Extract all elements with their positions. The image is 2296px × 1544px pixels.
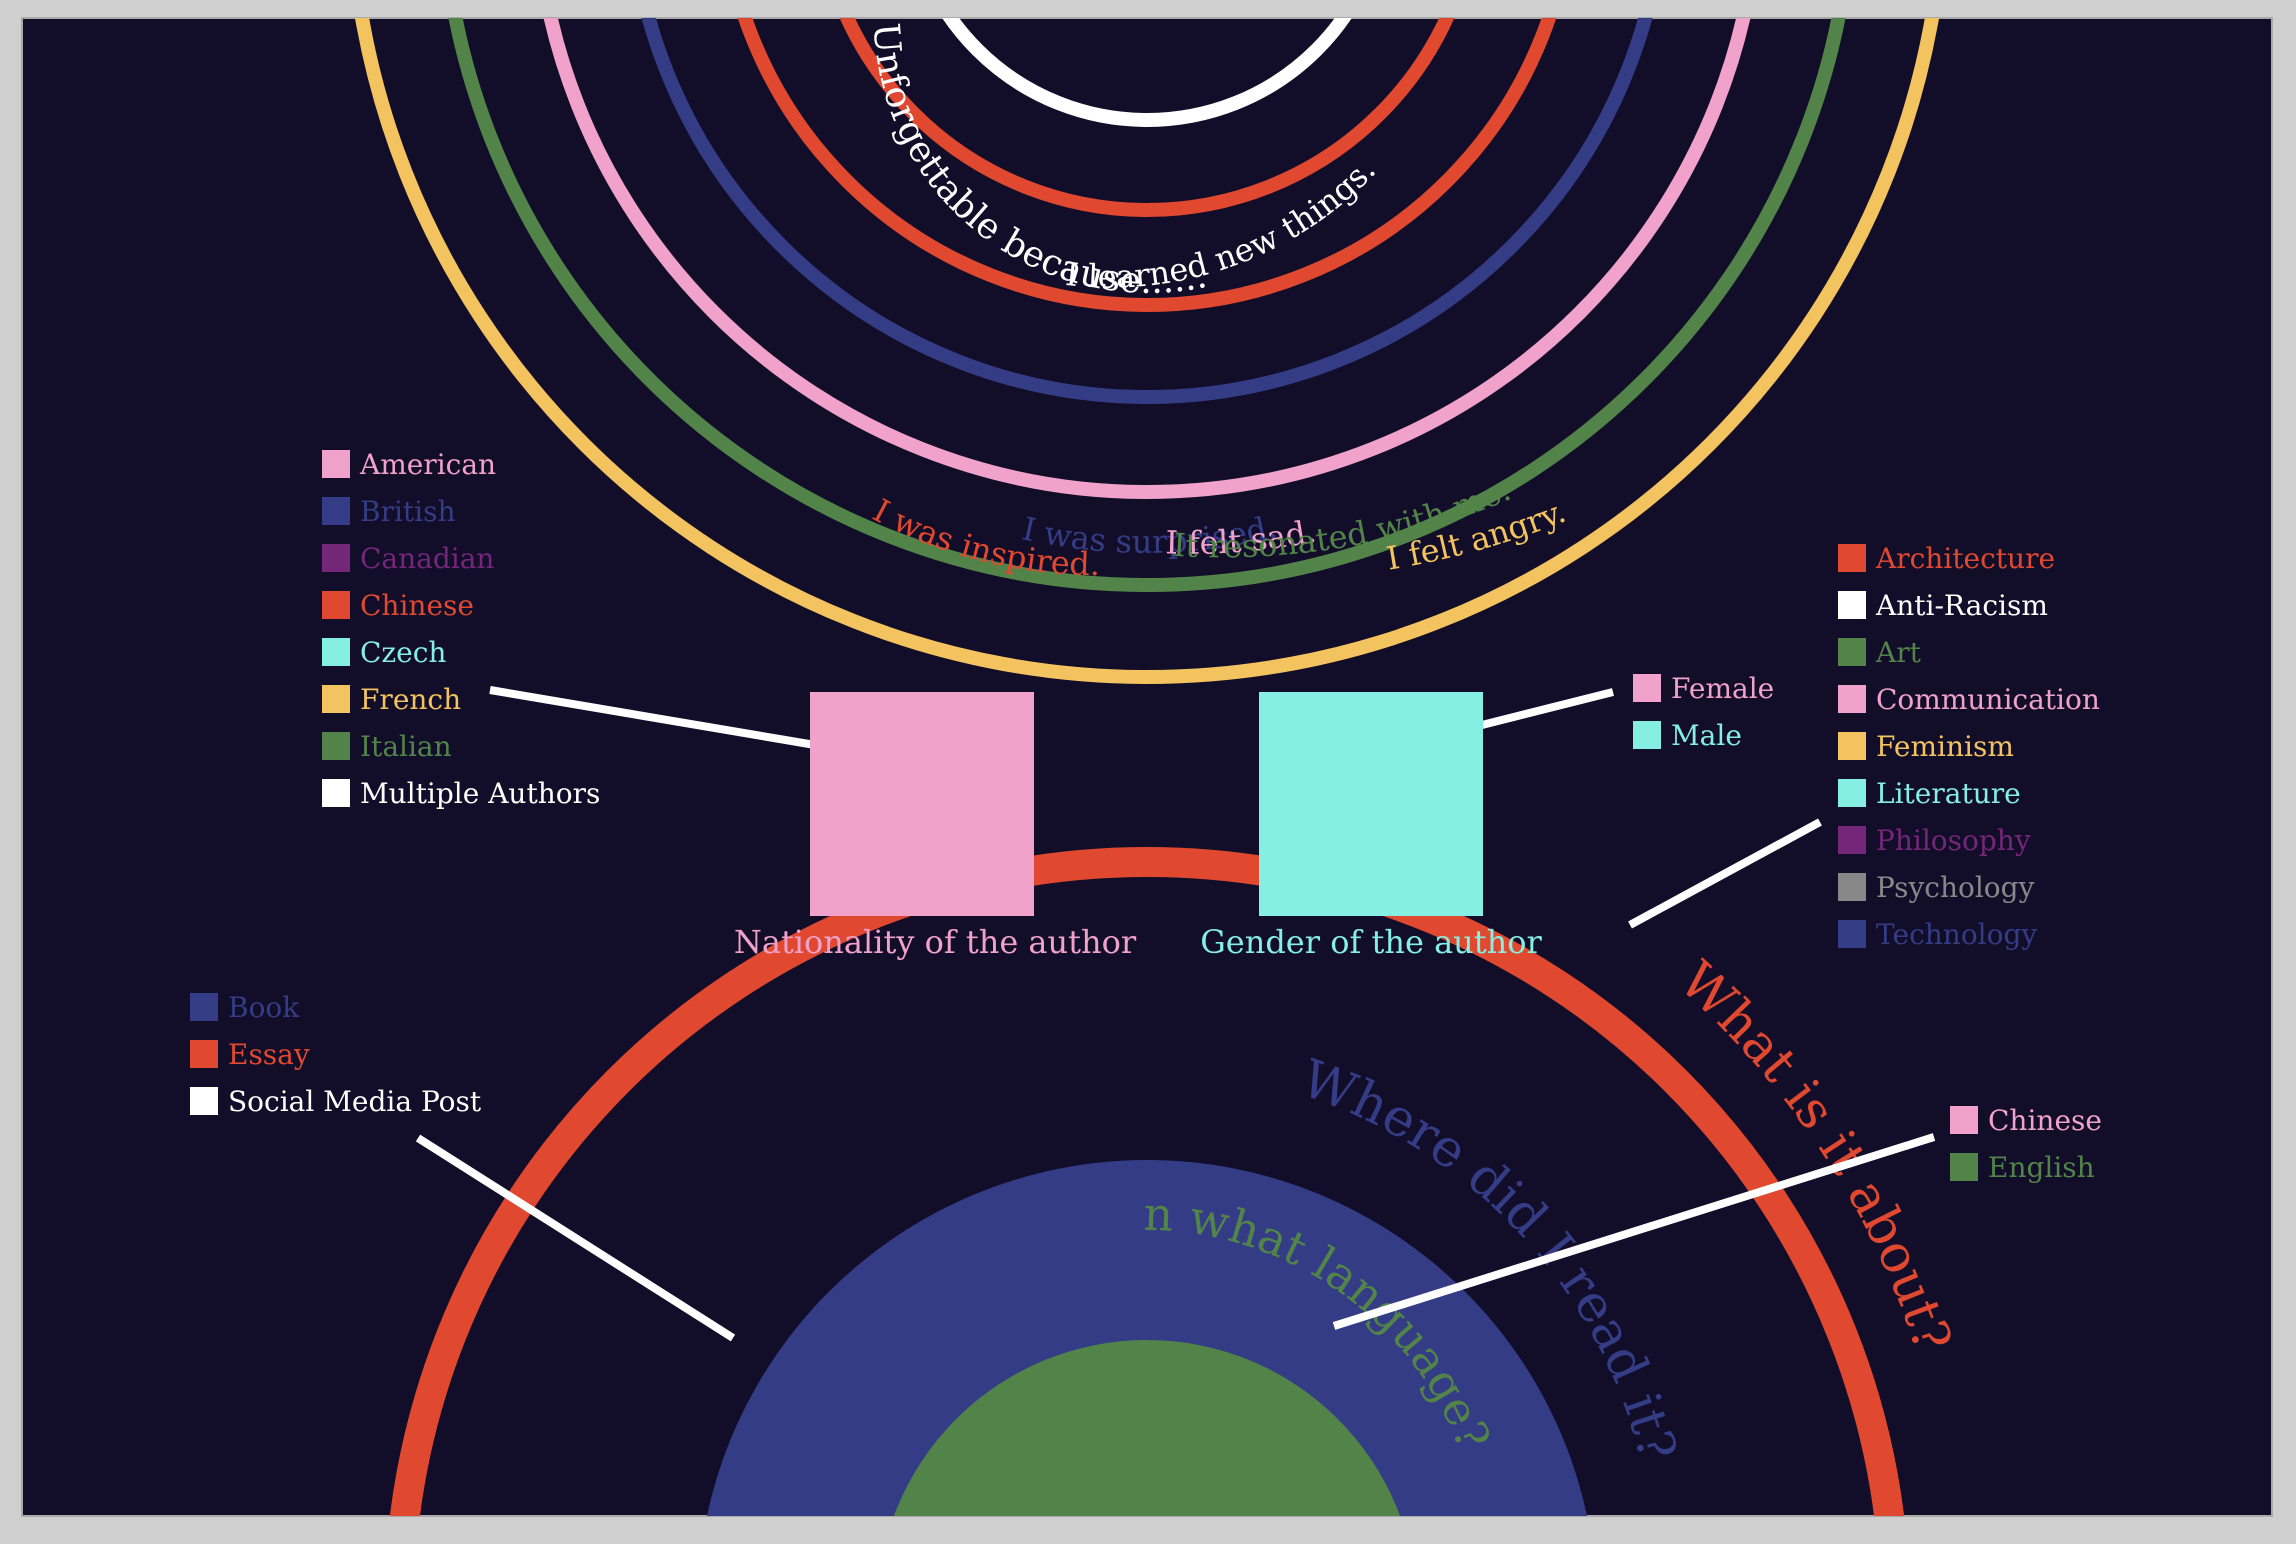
nationality-legend-swatch-3: [322, 591, 350, 619]
language-legend: Chinese English: [1950, 1104, 2102, 1184]
gender-legend-swatch-1: [1633, 721, 1661, 749]
medium-connector: [415, 1134, 736, 1342]
medium-legend-label-1: Essay: [228, 1038, 310, 1071]
language-legend-swatch-0: [1950, 1106, 1978, 1134]
topic-connector: [1628, 818, 1822, 929]
gender-connector: [1481, 688, 1614, 729]
ring-learned: [839, 18, 1455, 217]
nationality-legend-swatch-4: [322, 638, 350, 666]
topic-legend-label-8: Technology: [1876, 918, 2037, 951]
nationality-legend-label-3: Chinese: [360, 589, 474, 622]
topic-legend-label-6: Philosophy: [1876, 824, 2031, 857]
topic-legend-swatch-8: [1838, 920, 1866, 948]
topic-legend-swatch-7: [1838, 873, 1866, 901]
nationality-legend-label-1: British: [360, 495, 456, 528]
medium-legend: Book Essay Social Media Post: [190, 991, 482, 1118]
topic-legend-swatch-6: [1838, 826, 1866, 854]
topic-legend-label-7: Psychology: [1876, 871, 2035, 904]
topic-legend-label-4: Feminism: [1876, 730, 2014, 763]
nationality-legend-swatch-7: [322, 779, 350, 807]
nationality-legend-swatch-5: [322, 685, 350, 713]
topic-legend-label-0: Architecture: [1875, 542, 2055, 575]
nationality-connector: [489, 686, 816, 749]
gender-legend-label-0: Female: [1671, 672, 1774, 705]
topic-legend-label-1: Anti-Racism: [1875, 589, 2048, 622]
nationality-legend-swatch-6: [322, 732, 350, 760]
ring-inspired: [737, 18, 1557, 312]
topic-legend-swatch-5: [1838, 779, 1866, 807]
ring-felt-sad: [543, 18, 1751, 499]
topic-legend-label-3: Communication: [1876, 683, 2100, 716]
language-legend-label-0: Chinese: [1988, 1104, 2102, 1137]
nationality-legend-label-2: Canadian: [360, 542, 494, 575]
topic-ring: [389, 847, 1905, 1516]
language-semicircle: [893, 1340, 1401, 1516]
bottom-semicircles: [389, 847, 1905, 1516]
ring-felt-angry: [354, 18, 1940, 684]
topic-legend-swatch-1: [1838, 591, 1866, 619]
nationality-legend-label-7: Multiple Authors: [360, 777, 600, 810]
gender-square: [1259, 692, 1483, 916]
connector-lines: [415, 686, 1936, 1342]
medium-legend-label-0: Book: [228, 991, 300, 1024]
nationality-legend-label-6: Italian: [360, 730, 452, 763]
topic-legend-swatch-2: [1838, 638, 1866, 666]
nationality-legend-swatch-2: [322, 544, 350, 572]
topic-legend-label-2: Art: [1875, 636, 1922, 669]
gender-legend-label-1: Male: [1671, 719, 1742, 752]
nationality-title: Nationality of the author: [734, 923, 1137, 961]
medium-semicircle: [707, 1160, 1587, 1516]
medium-legend-swatch-2: [190, 1087, 218, 1115]
topic-legend-swatch-3: [1838, 685, 1866, 713]
topic-legend-swatch-4: [1838, 732, 1866, 760]
gender-legend-swatch-0: [1633, 674, 1661, 702]
medium-legend-swatch-0: [190, 993, 218, 1021]
nationality-square: [810, 692, 1034, 916]
topic-legend-swatch-0: [1838, 544, 1866, 572]
ring-resonated: [448, 18, 1846, 592]
gender-legend: Female Male: [1633, 672, 1774, 752]
nationality-legend-label-5: French: [360, 683, 461, 716]
topic-legend-label-5: Literature: [1876, 777, 2021, 810]
medium-legend-label-2: Social Media Post: [228, 1085, 482, 1118]
emotion-rings: [354, 18, 1940, 684]
nationality-legend: American British Canadian Chinese Czech Frenc…: [322, 448, 600, 810]
nationality-legend-label-0: American: [359, 448, 496, 481]
medium-legend-swatch-1: [190, 1040, 218, 1068]
language-connector: [1332, 1133, 1936, 1330]
gender-title: Gender of the author: [1200, 923, 1542, 961]
topic-legend: Architecture Anti-Racism Art Communication F…: [1838, 542, 2100, 951]
ring-unforgettable: [942, 18, 1352, 127]
language-legend-swatch-1: [1950, 1153, 1978, 1181]
nationality-legend-swatch-1: [322, 497, 350, 525]
nationality-legend-swatch-0: [322, 450, 350, 478]
language-legend-label-1: English: [1988, 1151, 2095, 1184]
ring-surprised: [641, 18, 1653, 404]
nationality-legend-label-4: Czech: [360, 636, 446, 669]
